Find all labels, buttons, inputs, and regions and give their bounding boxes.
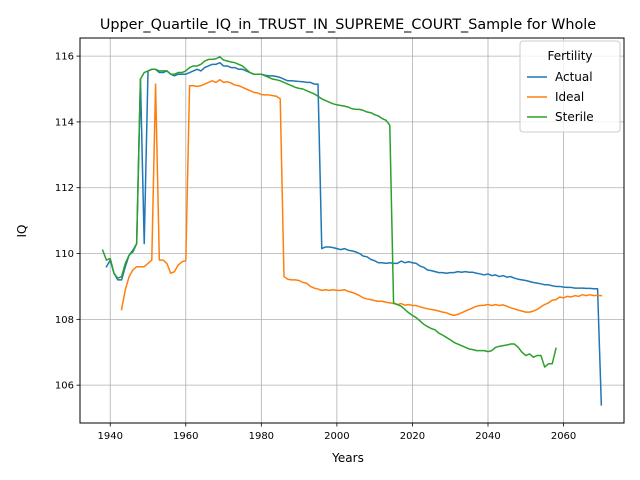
- y-tick-label: 110: [55, 249, 74, 260]
- x-tick-label: 2060: [551, 431, 576, 442]
- series-line-ideal: [120, 79, 603, 317]
- y-tick-label: 116: [55, 52, 74, 63]
- chart-title: Upper_Quartile_IQ_in_TRUST_IN_SUPREME_CO…: [100, 17, 596, 33]
- y-tick-label: 108: [55, 315, 74, 326]
- plot-frame: [79, 37, 625, 424]
- y-tick-label: 114: [55, 117, 74, 128]
- y-tick-label: 112: [55, 183, 74, 194]
- x-axis-label: Years: [331, 451, 364, 465]
- x-tick-label: 1960: [173, 431, 198, 442]
- y-axis-label: IQ: [15, 225, 29, 238]
- legend-label-sterile: Sterile: [555, 110, 594, 124]
- y-tick-label: 106: [55, 381, 74, 392]
- legend-title: Fertility: [547, 49, 592, 63]
- legend-entries: Actual Ideal Sterile: [527, 70, 594, 124]
- x-tick-label: 1980: [249, 431, 274, 442]
- legend: Fertility Actual Ideal Sterile: [519, 40, 621, 133]
- series-line-actual: [105, 61, 603, 406]
- x-tick-label: 2020: [400, 431, 425, 442]
- series-line-sterile: [101, 56, 557, 368]
- legend-label-ideal: Ideal: [555, 90, 584, 104]
- legend-box: [519, 40, 621, 133]
- x-tick-label: 2000: [324, 431, 349, 442]
- y-axis: 106 108 110 112 114 116: [55, 52, 80, 392]
- plot-lines: [101, 56, 603, 406]
- x-axis: 1940 1960 1980 2000 2020 2040 2060: [97, 423, 576, 442]
- legend-label-actual: Actual: [555, 70, 593, 84]
- x-tick-label: 2040: [475, 431, 500, 442]
- x-tick-label: 1940: [97, 431, 122, 442]
